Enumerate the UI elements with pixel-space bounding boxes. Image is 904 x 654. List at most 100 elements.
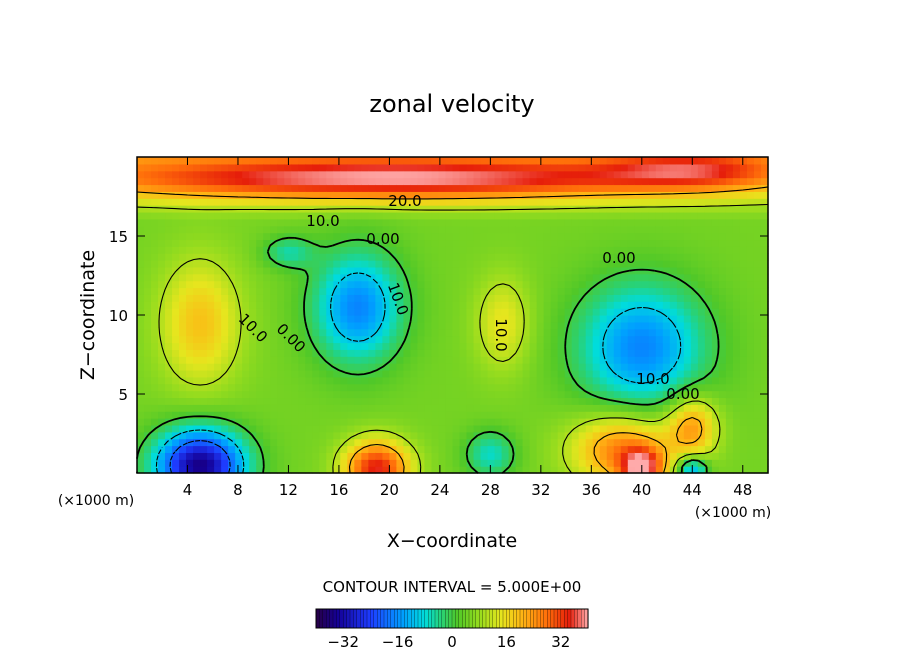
field-cell: [529, 369, 538, 378]
field-cell: [165, 163, 173, 172]
field-cell: [683, 404, 692, 412]
field-cell: [340, 376, 348, 385]
field-cell: [263, 383, 271, 392]
field-cell: [613, 342, 622, 350]
field-cell: [186, 404, 194, 412]
field-cell: [319, 260, 327, 268]
field-cell: [543, 301, 552, 309]
field-cell: [291, 177, 299, 186]
field-cell: [382, 163, 390, 172]
field-cell: [725, 246, 734, 254]
field-cell: [564, 266, 573, 275]
field-cell: [200, 349, 208, 357]
field-cell: [256, 232, 264, 241]
field-cell: [235, 211, 243, 220]
field-cell: [746, 260, 755, 268]
field-cell: [690, 170, 699, 179]
field-cell: [193, 445, 201, 453]
field-cell: [452, 294, 461, 302]
field-cell: [151, 466, 159, 474]
field-cell: [641, 205, 650, 213]
field-cell: [732, 177, 741, 186]
field-cell: [648, 452, 657, 460]
field-cell: [529, 273, 538, 282]
field-cell: [536, 424, 545, 433]
field-cell: [298, 170, 306, 179]
field-cell: [403, 459, 412, 467]
field-cell: [410, 349, 419, 357]
field-cell: [753, 315, 762, 323]
field-cell: [445, 260, 454, 268]
field-cell: [697, 205, 706, 213]
field-cell: [445, 376, 454, 385]
field-cell: [648, 383, 657, 392]
field-cell: [557, 266, 566, 275]
field-cell: [452, 280, 461, 289]
field-cell: [333, 466, 341, 474]
field-cell: [466, 376, 475, 385]
field-cell: [620, 246, 629, 254]
field-cell: [137, 356, 145, 364]
field-cell: [627, 459, 636, 467]
field-cell: [732, 328, 741, 337]
field-cell: [319, 294, 327, 302]
field-cell: [746, 246, 755, 254]
colorbar-cell: [557, 608, 562, 629]
field-cell: [571, 246, 580, 254]
field-cell: [417, 184, 426, 192]
field-cell: [697, 369, 706, 378]
field-cell: [438, 321, 447, 330]
field-cell: [725, 356, 734, 364]
field-cell: [641, 177, 650, 186]
field-cell: [263, 411, 271, 419]
field-cell: [697, 225, 706, 234]
field-cell: [508, 184, 517, 192]
field-cell: [536, 246, 545, 254]
field-cell: [634, 280, 643, 289]
field-cell: [312, 383, 320, 392]
field-cell: [585, 397, 594, 405]
field-cell: [620, 287, 629, 295]
field-cell: [564, 225, 573, 234]
field-cell: [424, 198, 433, 206]
field-cell: [417, 445, 426, 453]
field-cell: [718, 232, 727, 241]
field-cell: [508, 273, 517, 282]
field-cell: [284, 280, 292, 289]
field-cell: [214, 184, 222, 192]
field-cell: [473, 177, 482, 186]
field-cell: [718, 246, 727, 254]
field-cell: [627, 376, 636, 385]
field-cell: [662, 335, 671, 344]
field-cell: [333, 383, 341, 392]
field-cell: [648, 157, 657, 165]
field-cell: [473, 404, 482, 412]
field-cell: [501, 342, 510, 350]
field-cell: [403, 424, 412, 433]
field-cell: [641, 404, 650, 412]
field-cell: [382, 363, 390, 371]
field-cell: [725, 466, 734, 474]
field-cell: [417, 301, 426, 309]
field-cell: [438, 163, 447, 172]
field-cell: [347, 315, 355, 323]
field-cell: [424, 424, 433, 433]
field-cell: [340, 363, 348, 371]
field-cell: [522, 383, 531, 392]
field-cell: [578, 239, 587, 247]
field-cell: [473, 452, 482, 460]
field-cell: [270, 418, 278, 426]
field-cell: [326, 191, 334, 199]
field-cell: [228, 287, 236, 295]
field-cell: [235, 431, 243, 440]
field-cell: [711, 315, 720, 323]
field-cell: [256, 157, 264, 165]
field-cell: [662, 225, 671, 234]
field-cell: [543, 342, 552, 350]
field-cell: [704, 218, 713, 227]
field-cell: [165, 356, 173, 364]
field-cell: [410, 280, 419, 289]
field-cell: [578, 335, 587, 344]
field-cell: [445, 157, 454, 165]
field-cell: [760, 308, 769, 316]
